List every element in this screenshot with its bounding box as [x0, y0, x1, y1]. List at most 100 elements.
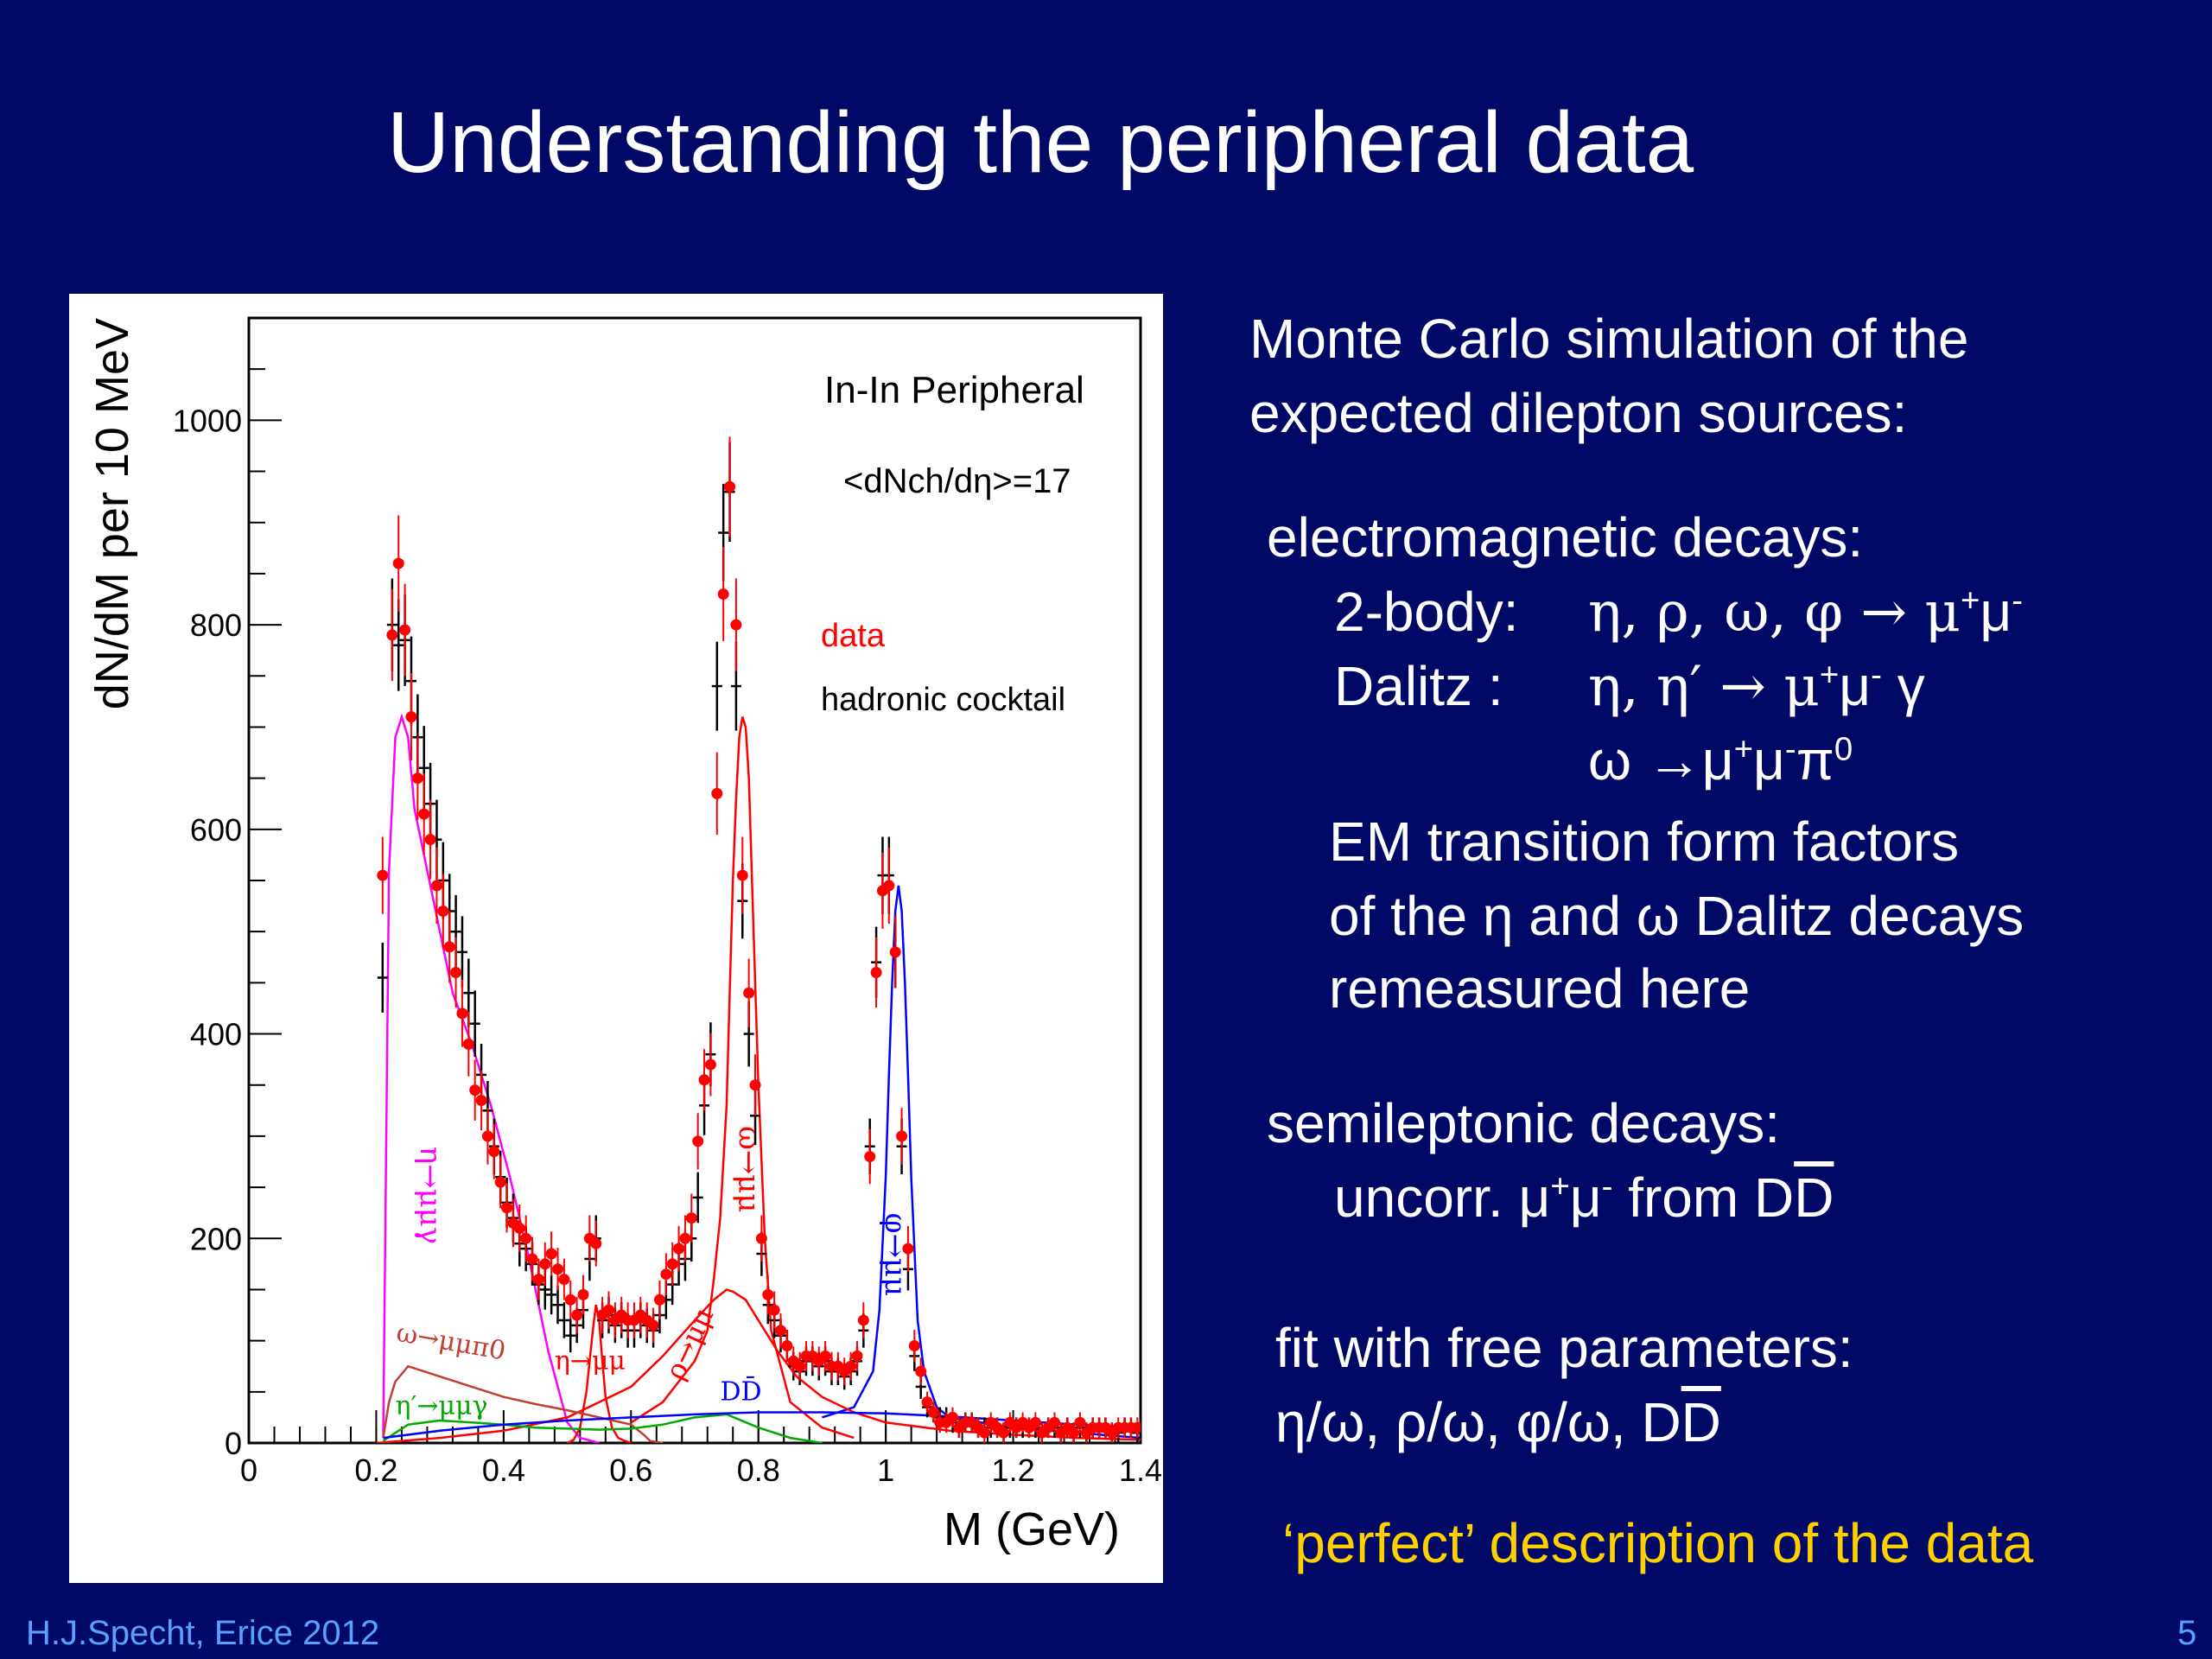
data-point	[501, 1202, 513, 1214]
data-point	[647, 1319, 659, 1332]
curve-line	[382, 1364, 664, 1443]
data-point	[781, 1340, 793, 1352]
x-axis-label: M (GeV)	[944, 1503, 1120, 1555]
data-point	[418, 808, 430, 820]
data-point	[653, 1294, 665, 1306]
data-point	[730, 619, 742, 631]
data-point	[590, 1237, 602, 1249]
data-point	[399, 624, 411, 636]
data-point	[851, 1350, 863, 1362]
data-point	[908, 1340, 920, 1352]
curve-annotation: η→μμγ	[413, 1147, 448, 1244]
x-tick-label: 0.6	[609, 1452, 652, 1488]
y-tick-label: 1000	[173, 403, 242, 438]
x-tick-label: 0.4	[482, 1452, 525, 1488]
data-point	[698, 1074, 710, 1086]
intro-line-2: expected dilepton sources:	[1249, 382, 1908, 444]
dalitz-omega: ω →μ+μ-π0	[1588, 729, 1853, 791]
x-tick-label: 1.2	[992, 1452, 1035, 1488]
data-point	[392, 557, 404, 569]
data-point	[762, 1288, 774, 1300]
curve-annotation: ω→μμ	[732, 1126, 766, 1212]
y-axis-label: dN/dM per 10 MeV	[86, 318, 138, 709]
data-point	[539, 1258, 551, 1270]
data-point	[902, 1243, 914, 1255]
conclusion: ‘perfect’ description of the data	[1282, 1512, 2034, 1574]
y-tick-label: 600	[190, 812, 242, 848]
page-number: 5	[2177, 1614, 2197, 1652]
data-point	[513, 1222, 525, 1234]
data-point	[469, 1084, 481, 1096]
data-point	[889, 946, 901, 958]
intro-line-1: Monte Carlo simulation of the	[1249, 308, 1969, 370]
data-point	[526, 1253, 538, 1265]
form-factor-line-3: remeasured here	[1329, 957, 1751, 1020]
curve-annotation: φ→μμ	[878, 1213, 912, 1296]
semileptonic-line: uncorr. μ+μ- from DD	[1334, 1166, 1834, 1229]
data-point	[571, 1309, 583, 1321]
data-point	[819, 1350, 831, 1362]
data-point	[704, 1058, 716, 1071]
data-point	[947, 1411, 959, 1423]
data-point	[443, 941, 455, 953]
data-point	[660, 1268, 672, 1281]
fit-parameters: η/ω, ρ/ω, φ/ω, DD	[1275, 1391, 1721, 1453]
data-point	[602, 1304, 614, 1316]
data-point	[711, 787, 723, 799]
data-point	[377, 869, 389, 881]
data-point	[724, 480, 736, 493]
legend-system: In-In Peripheral	[824, 369, 1084, 411]
data-point	[462, 1038, 474, 1050]
data-point	[1074, 1416, 1086, 1428]
data-point	[520, 1232, 532, 1244]
data-point	[405, 711, 417, 723]
y-tick-label: 200	[190, 1221, 242, 1256]
data-point	[717, 588, 729, 601]
data-point	[1029, 1416, 1041, 1428]
chart-panel: 0 200 400 600 800 1000 0 0.2 0.4 0.6 0.8 1 1.2 1.4 M (…	[69, 294, 1163, 1583]
data-point	[921, 1396, 933, 1408]
data-point	[481, 1130, 493, 1142]
data-point	[845, 1360, 857, 1372]
form-factor-line-2: of the η and ω Dalitz decays	[1329, 885, 2024, 947]
form-factor-line-1: EM transition form factors	[1329, 810, 1960, 873]
curve-line	[382, 713, 600, 1443]
data-point	[475, 1094, 487, 1106]
data-point	[692, 1135, 704, 1147]
data-point	[494, 1176, 506, 1188]
data-point	[927, 1406, 939, 1418]
data-point	[794, 1360, 806, 1372]
data-point	[775, 1325, 787, 1337]
data-point	[864, 1151, 876, 1163]
data-point	[1048, 1416, 1060, 1428]
data-point	[749, 1079, 761, 1091]
curve-annotation: η′→μμγ	[396, 1391, 488, 1421]
dalitz-decays: η, η′ → μ+μ- γ	[1588, 655, 1925, 719]
footer-author: H.J.Specht, Erice 2012	[26, 1614, 380, 1652]
data-point	[545, 1248, 557, 1260]
dalitz-label: Dalitz :	[1334, 655, 1503, 717]
data-point	[532, 1274, 544, 1286]
data-point	[450, 967, 462, 979]
x-tick-label: 0	[240, 1452, 257, 1488]
data-point	[685, 1212, 697, 1224]
legend-multiplicity: <dNch/dη>=17	[843, 462, 1071, 500]
data-point	[577, 1288, 589, 1300]
data-point	[1068, 1427, 1080, 1439]
two-body-label: 2-body:	[1334, 581, 1519, 643]
data-point	[673, 1243, 685, 1255]
data-point	[857, 1314, 869, 1326]
data-point	[666, 1258, 678, 1270]
fit-heading: fit with free parameters:	[1275, 1317, 1853, 1379]
x-tick-label: 0.8	[737, 1452, 780, 1488]
data-point	[679, 1232, 691, 1244]
y-tick-label: 800	[190, 607, 242, 643]
y-tick-label: 400	[190, 1017, 242, 1052]
data-point	[430, 880, 442, 892]
curve-annotation: η→μμ	[555, 1346, 626, 1376]
data-point	[743, 987, 755, 999]
curve-annotation: ω→μμπ0	[394, 1318, 508, 1367]
data-point	[870, 967, 882, 979]
y-tick-label: 0	[225, 1426, 242, 1461]
legend-entry: hadronic cocktail	[821, 682, 1065, 718]
